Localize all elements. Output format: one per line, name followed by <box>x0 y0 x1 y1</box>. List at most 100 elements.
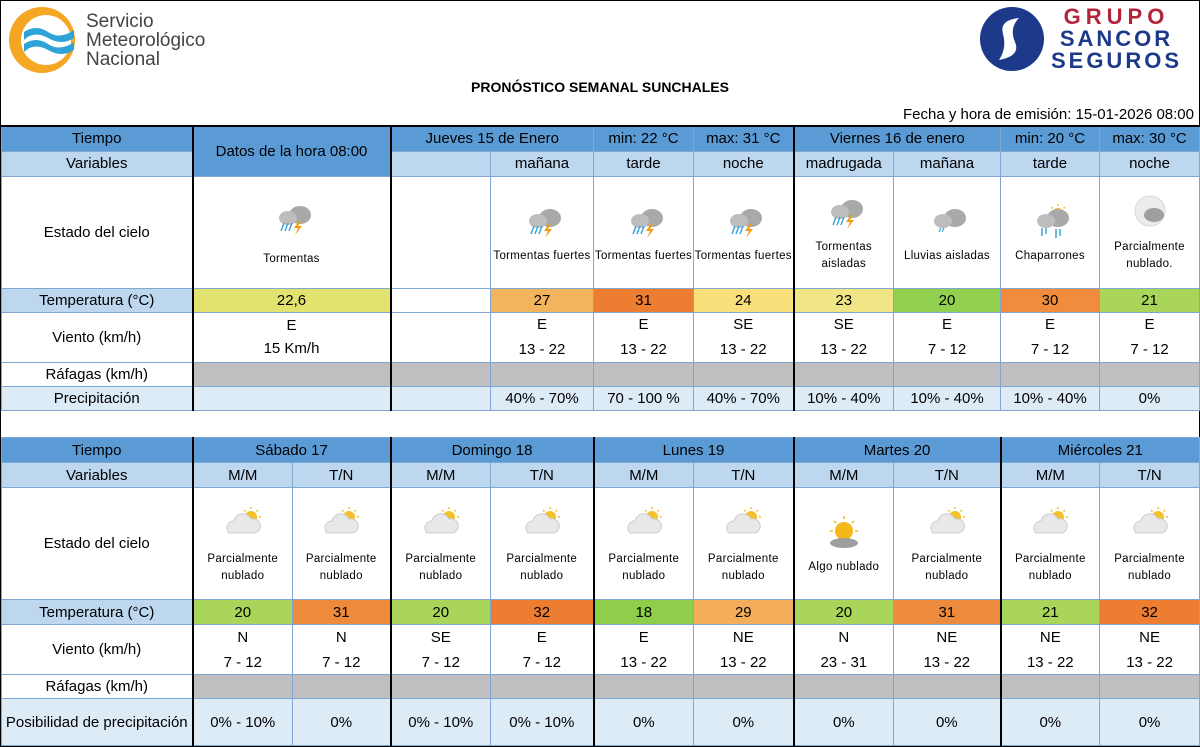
partly-cloudy-icon <box>930 506 965 533</box>
current-temp: 22,6 <box>191 287 391 313</box>
blank-period <box>389 150 491 177</box>
current-sky: Tormentas <box>191 175 391 289</box>
day-title: Lunes 19 <box>592 437 795 463</box>
gust <box>892 361 1002 387</box>
wind-direction: E <box>638 316 649 333</box>
period-precip: 40% - 70% <box>490 385 594 411</box>
wind-direction: N <box>237 628 249 646</box>
label-estado: Estado del cielo <box>1 175 193 289</box>
wind-direction: SE <box>430 628 451 646</box>
period-wind: E 7 - 12 <box>892 311 1002 363</box>
day-max: max: 31 °C <box>693 125 794 152</box>
header-row-periods: Variables M/M T/N M/M T/N M/M T/N M/M T/N M/M T/N <box>1 462 1200 488</box>
period-label: T/N <box>1099 462 1200 488</box>
period-sky: Parcialmente nublado <box>693 487 795 600</box>
period-wind: N 7 - 12 <box>191 624 293 675</box>
period-label: M/M <box>792 462 895 488</box>
sky-description: Parcialmente nublado <box>207 552 279 582</box>
blank <box>389 311 491 363</box>
period-temp: 23 <box>792 287 894 313</box>
period-wind: SE 13 - 22 <box>693 311 794 363</box>
period-sky: Parcialmente nublado <box>592 487 695 600</box>
label-temp: Temperatura (°C) <box>1 287 193 313</box>
period-sky: Parcialmente nublado <box>999 487 1101 600</box>
gust <box>893 674 1002 699</box>
day-title: Viernes 16 de enero <box>792 125 1002 152</box>
period-sky: Parcialmente nublado. <box>1099 175 1200 289</box>
sky-description: Parcialmente nublado <box>506 552 578 582</box>
period-sky: Chaparrones <box>1000 175 1101 289</box>
wind-direction: NE <box>1139 628 1160 646</box>
partly-cloudy-night-icon <box>1134 195 1166 227</box>
period-sky: Tormentas fuertes <box>593 175 694 289</box>
gust <box>792 674 895 699</box>
period-label: T/N <box>490 462 595 488</box>
wind-speed: 13 - 22 <box>719 341 767 358</box>
sancor-name-2: SANCOR <box>1059 26 1174 51</box>
period-temp: 21 <box>999 599 1101 625</box>
period-temp: 24 <box>693 287 794 313</box>
showers-icon <box>1037 203 1070 238</box>
period-wind: E 13 - 22 <box>593 311 694 363</box>
period-label: mañana <box>490 150 594 177</box>
wind-direction: E <box>1045 316 1056 333</box>
header-row-days: Tiempo Datos de la hora 08:00 Jueves 15 de… <box>1 125 1200 177</box>
label-temp: Temperatura (°C) <box>1 599 193 625</box>
precip-row: Posibilidad de precipitación 0% - 10% 0% 0%… <box>1 698 1200 746</box>
label-viento: Viento (km/h) <box>1 624 193 675</box>
period-temp: 27 <box>490 287 594 313</box>
current-data-header: Datos de la hora 08:00 <box>191 125 391 177</box>
sancor-logo-icon <box>979 7 1044 71</box>
period-label: M/M <box>389 462 492 488</box>
sancor-name-1: GRUPO <box>1063 4 1170 29</box>
period-temp: 20 <box>792 599 895 625</box>
period-wind: NE 13 - 22 <box>1099 624 1200 675</box>
period-temp: 20 <box>892 287 1002 313</box>
gust <box>592 674 695 699</box>
period-wind: E 7 - 12 <box>1000 311 1101 363</box>
period-sky: Parcialmente nublado <box>389 487 492 600</box>
period-precip: 0% - 10% <box>490 698 595 746</box>
label-viento: Viento (km/h) <box>1 311 193 363</box>
precip-row: Precipitación 40% - 70% 70 - 100 % 40% - 70… <box>1 385 1200 411</box>
sky-description: Parcialmente nublado <box>405 552 477 582</box>
label-precip: Precipitación <box>1 385 193 411</box>
day-min: min: 22 °C <box>593 125 694 152</box>
sancor-name-3: SEGUROS <box>1050 48 1182 73</box>
gust <box>291 674 392 699</box>
partly-cloudy-icon <box>1132 506 1168 533</box>
wind-speed: 13 - 22 <box>820 341 868 358</box>
wind-row: Viento (km/h) N 7 - 12 N 7 - 12 SE 7 - 12 E 7 - … <box>1 624 1200 675</box>
rain-icon <box>934 208 966 232</box>
period-wind: N 23 - 31 <box>792 624 895 675</box>
period-temp: 30 <box>1000 287 1101 313</box>
wind-speed: 13 - 22 <box>518 341 566 358</box>
sky-description: Parcialmente nublado <box>305 552 377 582</box>
sky-description: Tormentas <box>263 252 320 265</box>
day-title: Martes 20 <box>792 437 1002 463</box>
gust <box>693 361 794 387</box>
period-wind: SE 13 - 22 <box>792 311 894 363</box>
sky-description: Tormentas fuertes <box>694 249 792 262</box>
day-max: max: 30 °C <box>1099 125 1200 152</box>
day-title: Sábado 17 <box>191 437 392 463</box>
gust-row: Ráfagas (km/h) <box>1 361 1200 387</box>
wind-direction: E <box>286 317 297 334</box>
gust <box>389 361 491 387</box>
sancor-logo: GRUPO SANCOR SEGUROS <box>979 6 1182 72</box>
period-label: tarde <box>593 150 694 177</box>
period-label: noche <box>693 150 794 177</box>
period-label: mañana <box>892 150 1002 177</box>
period-precip: 0% <box>792 698 895 746</box>
partly-cloudy-icon <box>1033 506 1069 533</box>
sky-description: Tormentas fuertes <box>594 249 693 262</box>
sky-row: Estado del cielo Parcialmente nublado Parc… <box>1 487 1200 600</box>
label-tiempo: Tiempo <box>1 125 193 152</box>
partly-cloudy-icon <box>627 506 662 533</box>
sky-description: Parcialmente nublado <box>608 552 680 582</box>
header-row-periods: Variables mañana tarde noche madrugada mañana… <box>1 150 1200 177</box>
sky-description: Parcialmente nublado <box>1114 552 1185 582</box>
period-label: T/N <box>693 462 795 488</box>
wind-speed: 7 - 12 <box>223 653 262 671</box>
period-precip: 10% - 40% <box>1000 385 1101 411</box>
